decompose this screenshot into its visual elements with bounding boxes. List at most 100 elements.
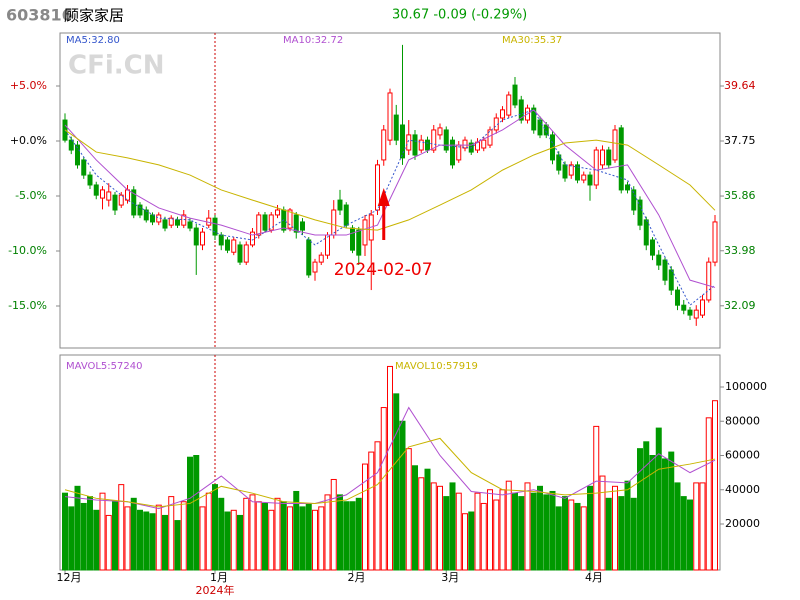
volume-bar xyxy=(180,501,187,571)
x-tick-label: 1月 xyxy=(210,571,228,584)
volume-bar xyxy=(143,511,150,571)
candle-body xyxy=(68,139,74,151)
ma-line xyxy=(64,437,716,508)
volume-bar xyxy=(149,513,156,571)
candle-body xyxy=(475,141,480,151)
candle-body xyxy=(162,219,168,229)
candle-body xyxy=(268,214,274,231)
volume-bar xyxy=(155,504,162,571)
candle-body xyxy=(506,94,512,116)
candle-body xyxy=(143,209,149,221)
y-tick-label: 32.09 xyxy=(724,299,756,312)
volume-bar xyxy=(99,492,106,571)
ma-line xyxy=(64,406,716,510)
candle-body xyxy=(287,209,293,229)
candle-body xyxy=(318,254,324,263)
candle-body xyxy=(681,304,687,311)
volume-bar xyxy=(193,455,200,571)
candle-body xyxy=(625,184,630,191)
volume-bar xyxy=(130,497,137,571)
candle-body xyxy=(325,234,330,256)
volume-bar xyxy=(368,451,375,571)
volume-bar xyxy=(662,458,668,571)
volume-bar xyxy=(468,511,475,571)
candle-body xyxy=(343,204,349,226)
volume-bar xyxy=(580,506,587,571)
candle-body xyxy=(612,129,618,161)
candle-body xyxy=(643,219,649,246)
volume-bar xyxy=(649,455,656,571)
volume-bar xyxy=(118,484,125,571)
volume-bar xyxy=(312,509,318,571)
candle-body xyxy=(75,144,80,166)
y-tick-label: 33.98 xyxy=(724,244,756,257)
volume-bar xyxy=(518,496,525,571)
volume-bar xyxy=(555,506,562,571)
candle-body xyxy=(450,139,455,166)
volume-bar xyxy=(355,497,362,571)
volume-tick-label: 60000 xyxy=(725,449,760,462)
volume-bar xyxy=(62,492,68,571)
volume-tick-label: 40000 xyxy=(725,483,760,496)
candle-body xyxy=(356,229,362,256)
candle-body xyxy=(218,234,224,246)
volume-bar xyxy=(299,506,306,571)
volume-bar xyxy=(624,480,631,571)
volume-bar xyxy=(93,509,100,571)
volume-bar xyxy=(112,501,118,571)
candle-body xyxy=(93,184,99,196)
y2-tick-label: -10.0% xyxy=(8,244,47,257)
volume-bar xyxy=(324,494,331,571)
candle-body xyxy=(693,309,699,319)
volume-bar xyxy=(230,509,237,571)
y2-tick-label: -5.0% xyxy=(15,189,47,202)
candle-body xyxy=(618,127,624,191)
candle-body xyxy=(537,119,543,136)
ma-line xyxy=(64,109,716,288)
volume-bar xyxy=(318,506,325,571)
candle-body xyxy=(443,129,449,151)
volume-bar xyxy=(668,451,675,571)
volume-bar xyxy=(405,448,412,571)
candle-body xyxy=(437,127,443,136)
volume-bar xyxy=(268,509,275,571)
volume-bar xyxy=(705,417,712,571)
candle-body xyxy=(706,261,712,301)
candle-body xyxy=(631,189,637,211)
volume-bar xyxy=(274,497,281,571)
volume-bar xyxy=(218,497,225,571)
y-tick-label: 37.75 xyxy=(724,134,756,147)
candle-body xyxy=(650,239,655,256)
volume-bar xyxy=(549,490,556,571)
candle-body xyxy=(531,107,537,131)
volume-bar xyxy=(330,478,337,571)
volume-bar xyxy=(249,494,256,571)
volume-bar xyxy=(293,490,300,571)
candle-body xyxy=(387,92,393,141)
stock-code: 603816 xyxy=(6,6,73,25)
volume-bar xyxy=(637,448,643,571)
legend-entry: MA10:32.72 xyxy=(283,35,343,46)
volume-bar xyxy=(443,496,450,571)
candle-body xyxy=(131,189,137,216)
volume-bar xyxy=(212,484,218,571)
candle-body xyxy=(331,209,337,236)
volume-bar xyxy=(374,441,381,571)
candle-body xyxy=(393,114,399,141)
volume-bar xyxy=(487,489,493,571)
candle-body xyxy=(300,221,305,231)
candle-body xyxy=(256,214,262,236)
candle-body xyxy=(481,139,487,149)
candle-body xyxy=(106,191,112,201)
candle-body xyxy=(193,227,199,246)
volume-bar xyxy=(255,501,262,571)
candle-body xyxy=(543,124,549,136)
candle-body xyxy=(381,129,387,161)
candle-body xyxy=(200,231,205,246)
candle-body xyxy=(100,189,105,199)
candle-body xyxy=(350,227,355,251)
candle-body xyxy=(568,164,574,176)
candle-body xyxy=(231,239,237,253)
